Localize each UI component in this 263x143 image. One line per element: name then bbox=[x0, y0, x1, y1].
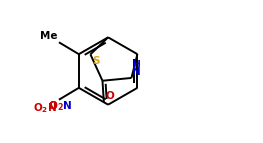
Text: Me: Me bbox=[41, 31, 58, 41]
Text: N: N bbox=[133, 67, 141, 77]
Text: 2: 2 bbox=[57, 103, 63, 112]
Text: N: N bbox=[63, 101, 72, 111]
Text: O: O bbox=[48, 101, 57, 111]
Text: H: H bbox=[133, 60, 140, 69]
Text: O: O bbox=[48, 101, 57, 111]
Text: O: O bbox=[106, 92, 115, 102]
Text: S: S bbox=[92, 56, 100, 66]
Text: $\mathregular{O_2N}$: $\mathregular{O_2N}$ bbox=[33, 101, 57, 115]
